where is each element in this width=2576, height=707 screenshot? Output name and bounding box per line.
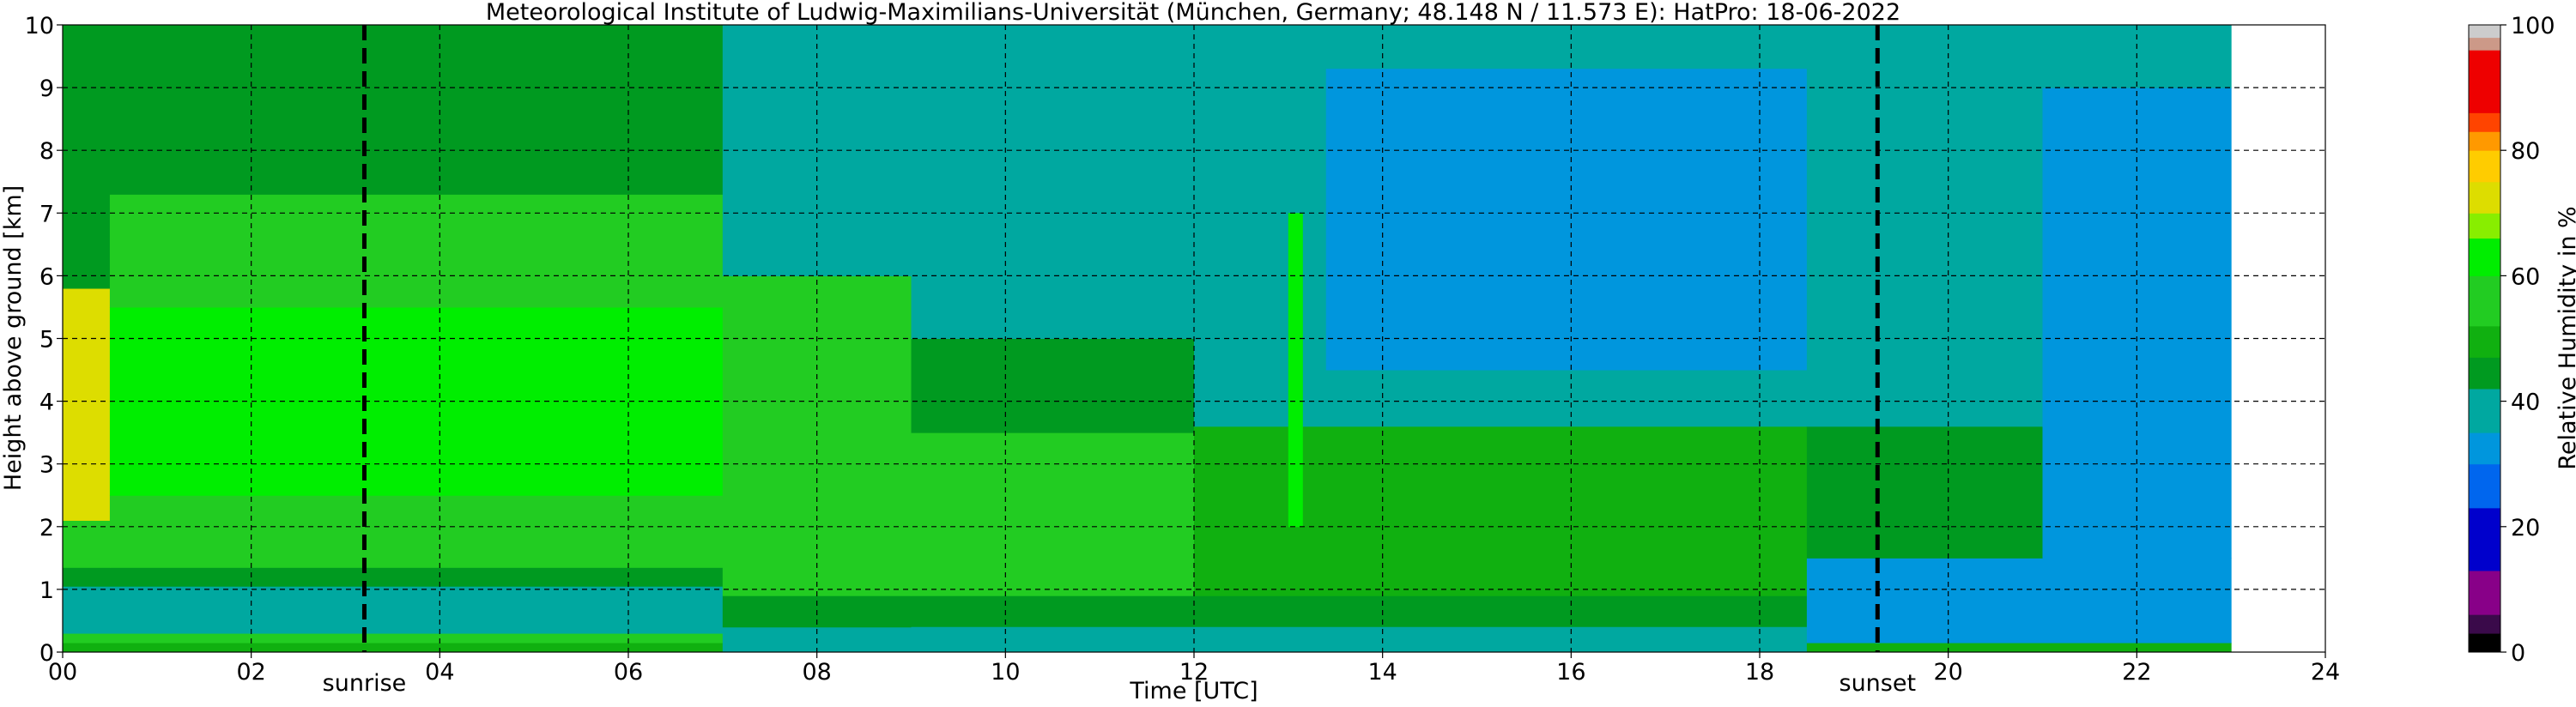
heatmap-cell-1 [63,633,724,644]
colorbar-tick-label-1: 20 [2511,515,2540,541]
heatmap-cell-19 [911,25,1195,339]
y-tick-label-5: 5 [39,327,54,354]
colorbar-band-13 [2469,150,2500,183]
colorbar-tick-label-2: 40 [2511,390,2540,416]
y-tick-label-10: 10 [25,13,54,39]
colorbar-tick-label-3: 60 [2511,263,2540,290]
x-tick-label-0: 00 [48,659,77,686]
y-axis-label: Height above ground [km] [0,185,27,491]
colorbar-band-14 [2469,131,2500,151]
x-tick-label-9: 18 [1745,659,1774,686]
heatmap-cell-23 [1806,643,2232,653]
x-tick-label-2: 04 [425,659,454,686]
x-axis-label: Time [UTC] [1129,678,1258,704]
heatmap-cell-20 [1194,426,1808,596]
colorbar-band-10 [2469,238,2500,276]
colorbar-ticks: 0 20 40 60 80 100 [2500,13,2555,667]
heatmap-cell-2 [63,586,724,634]
heatmap-cell-22 [1325,69,1808,371]
colorbar-band-18 [2469,25,2500,39]
colorbar-band-1 [2469,614,2500,634]
x-axis-ticks: 00 02 04 06 08 10 12 14 16 18 20 22 24 [48,652,2340,686]
grid-lines [63,25,2325,652]
heatmap-cell-24 [1806,558,2232,644]
colorbar-band-16 [2469,50,2500,113]
y-tick-label-3: 3 [39,452,54,479]
x-tick-label-10: 20 [1933,659,1962,686]
colorbar-band-15 [2469,112,2500,132]
event-labels: sunrise sunset [323,670,1916,697]
event-lines [361,25,1880,652]
heatmap-cell-10 [109,194,724,308]
colorbar-band-5 [2469,432,2500,465]
colorbar-band-8 [2469,325,2500,358]
sunset-label: sunset [1840,670,1917,697]
colorbar: 0 20 40 60 80 100 Relative Humidity in % [2468,13,2576,667]
x-tick-label-1: 02 [236,659,265,686]
colorbar-band-4 [2469,463,2500,509]
y-tick-label-8: 8 [39,138,54,165]
chart-title: Meteorological Institute of Ludwig-Maxim… [486,0,1900,26]
heatmap-cell-17 [911,432,1195,596]
colorbar-tick-label-0: 0 [2511,640,2525,667]
colorbar-band-7 [2469,357,2500,390]
heatmap-cell-7 [109,495,724,568]
y-tick-label-0: 0 [39,640,54,667]
heatmap-cell-18 [911,338,1195,433]
colorbar-band-0 [2469,633,2500,653]
colorbar-tick-label-5: 100 [2511,13,2555,39]
y-tick-label-2: 2 [39,515,54,541]
heatmap-cell-16 [911,626,1808,653]
y-tick-label-7: 7 [39,201,54,227]
colorbar-label: Relative Humidity in % [2555,206,2576,469]
colorbar-band-3 [2469,507,2500,571]
plot-area [62,24,2326,653]
colorbar-band-9 [2469,275,2500,327]
heatmap-cell-25 [1806,426,2043,559]
y-axis-ticks: 0 1 2 3 4 5 6 7 8 9 10 [25,13,63,667]
x-tick-label-12: 24 [2311,659,2340,686]
y-tick-label-6: 6 [39,263,54,290]
heatmap-cell-5 [63,288,111,521]
y-tick-label-4: 4 [39,390,54,416]
heatmap-cell-29 [1288,213,1303,528]
heatmap-cell-6 [63,25,111,289]
colorbar-band-6 [2469,388,2500,433]
colorbar-frame [2468,24,2501,653]
heatmap-cell-26 [1806,25,2043,427]
colorbar-band-12 [2469,181,2500,214]
colorbar-band-17 [2469,37,2500,51]
heatmap-cell-11 [109,25,724,195]
heatmap-cell-13 [722,595,1808,628]
colorbar-tick-label-4: 80 [2511,138,2540,165]
heatmap-cell-0 [63,643,724,653]
heatmap-cell-3 [63,567,724,587]
x-tick-label-4: 08 [802,659,831,686]
sunrise-label: sunrise [323,670,407,697]
x-tick-label-6: 12 [1179,659,1209,686]
x-tick-label-8: 16 [1556,659,1585,686]
colorbar-bands [2469,25,2500,653]
colorbar-band-11 [2469,213,2500,239]
x-tick-label-11: 22 [2122,659,2151,686]
heatmap-cell-4 [63,520,111,568]
x-tick-label-7: 14 [1367,659,1397,686]
y-tick-label-9: 9 [39,76,54,102]
y-tick-label-1: 1 [39,577,54,604]
colorbar-band-2 [2469,570,2500,615]
x-tick-label-5: 10 [991,659,1020,686]
x-tick-label-3: 06 [614,659,643,686]
